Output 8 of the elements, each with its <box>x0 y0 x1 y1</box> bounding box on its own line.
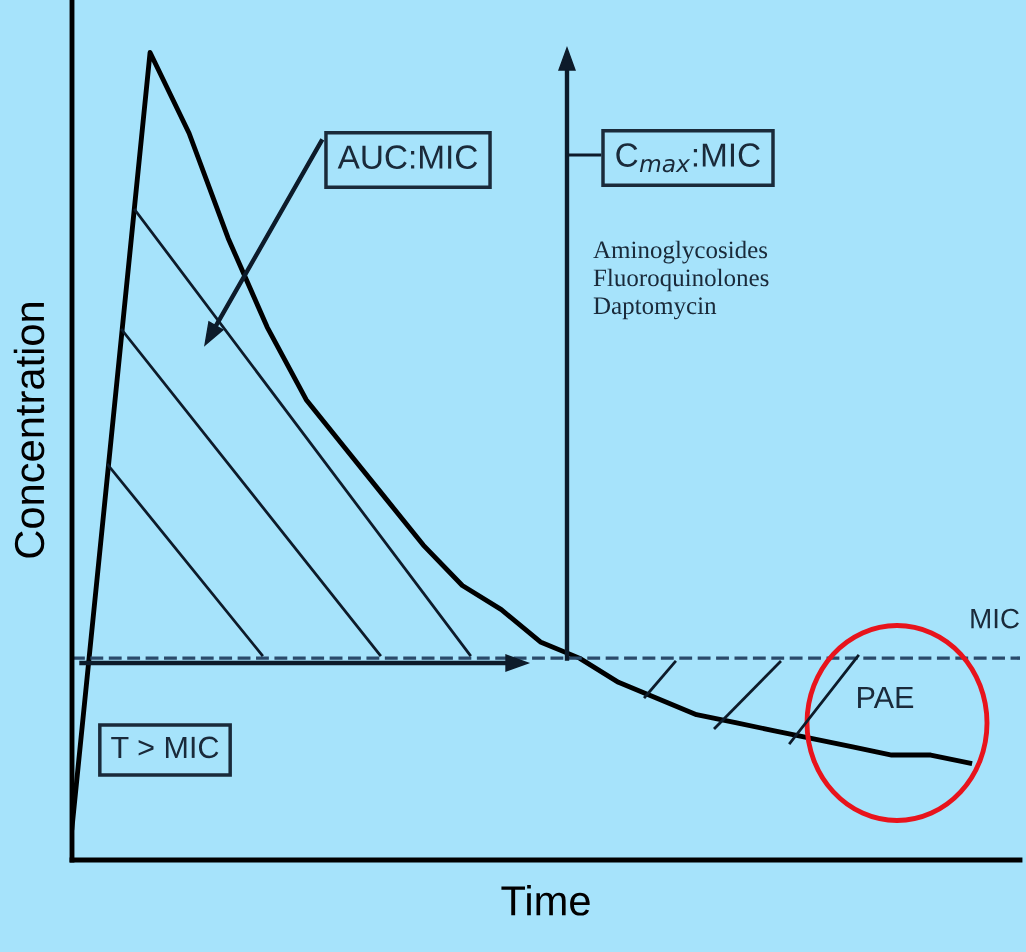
annotation: Aminoglycosides Fluoroquinolones Daptomycin <box>593 240 769 320</box>
annotation: AUC:MIC <box>337 145 478 169</box>
annotation: PAE <box>858 686 914 708</box>
x-axis-title: Time <box>501 885 590 916</box>
y-axis-title: Concentration <box>13 302 45 558</box>
annotation: C$_{max}$:MIC <box>616 143 760 173</box>
annotation: T > MIC <box>111 736 219 759</box>
ref-line-label: MIC <box>971 608 1019 629</box>
